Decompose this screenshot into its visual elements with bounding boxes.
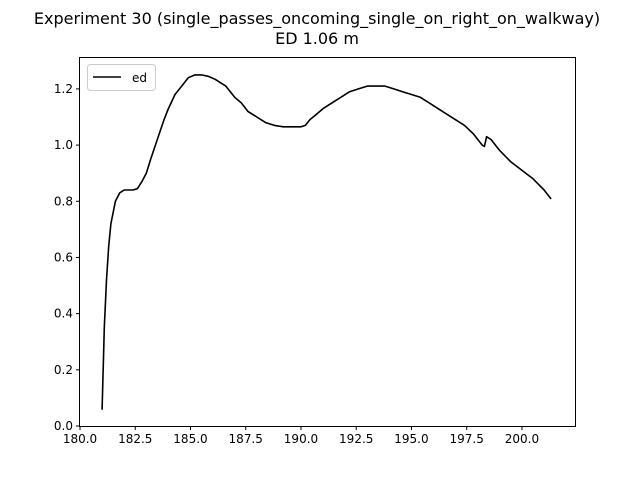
y-tick-label: 0.2 <box>54 363 73 377</box>
x-tick-label: 192.5 <box>339 432 373 446</box>
x-tick-label: 197.5 <box>450 432 484 446</box>
y-tick-label: 0.4 <box>54 307 73 321</box>
plot-area <box>79 57 576 427</box>
chart-title: Experiment 30 (single_passes_oncoming_si… <box>34 9 600 29</box>
x-tick-label: 187.5 <box>229 432 263 446</box>
series-layer <box>101 74 552 410</box>
y-tick-label: 1.0 <box>54 138 73 152</box>
chart-subtitle: ED 1.06 m <box>275 29 359 48</box>
series-line-ed <box>101 74 552 410</box>
x-tick-label: 200.0 <box>505 432 539 446</box>
x-tick-label: 195.0 <box>394 432 428 446</box>
x-tick-label: 180.0 <box>63 432 97 446</box>
y-axis: 0.0 0.2 0.4 0.6 0.8 1.0 1.2 <box>54 82 80 433</box>
legend: ed <box>87 64 156 91</box>
legend-label: ed <box>132 71 147 85</box>
legend-box <box>87 64 156 91</box>
x-axis: 180.0 182.5 185.0 187.5 190.0 192.5 195.0 197.5… <box>63 426 539 446</box>
plot-frame <box>79 57 576 427</box>
x-tick-label: 190.0 <box>284 432 318 446</box>
x-tick-label: 182.5 <box>118 432 152 446</box>
y-tick-label: 0.6 <box>54 250 73 264</box>
y-tick-label: 0.8 <box>54 194 73 208</box>
y-tick-label: 0.0 <box>54 419 73 433</box>
y-tick-label: 1.2 <box>54 82 73 96</box>
x-tick-label: 185.0 <box>173 432 207 446</box>
